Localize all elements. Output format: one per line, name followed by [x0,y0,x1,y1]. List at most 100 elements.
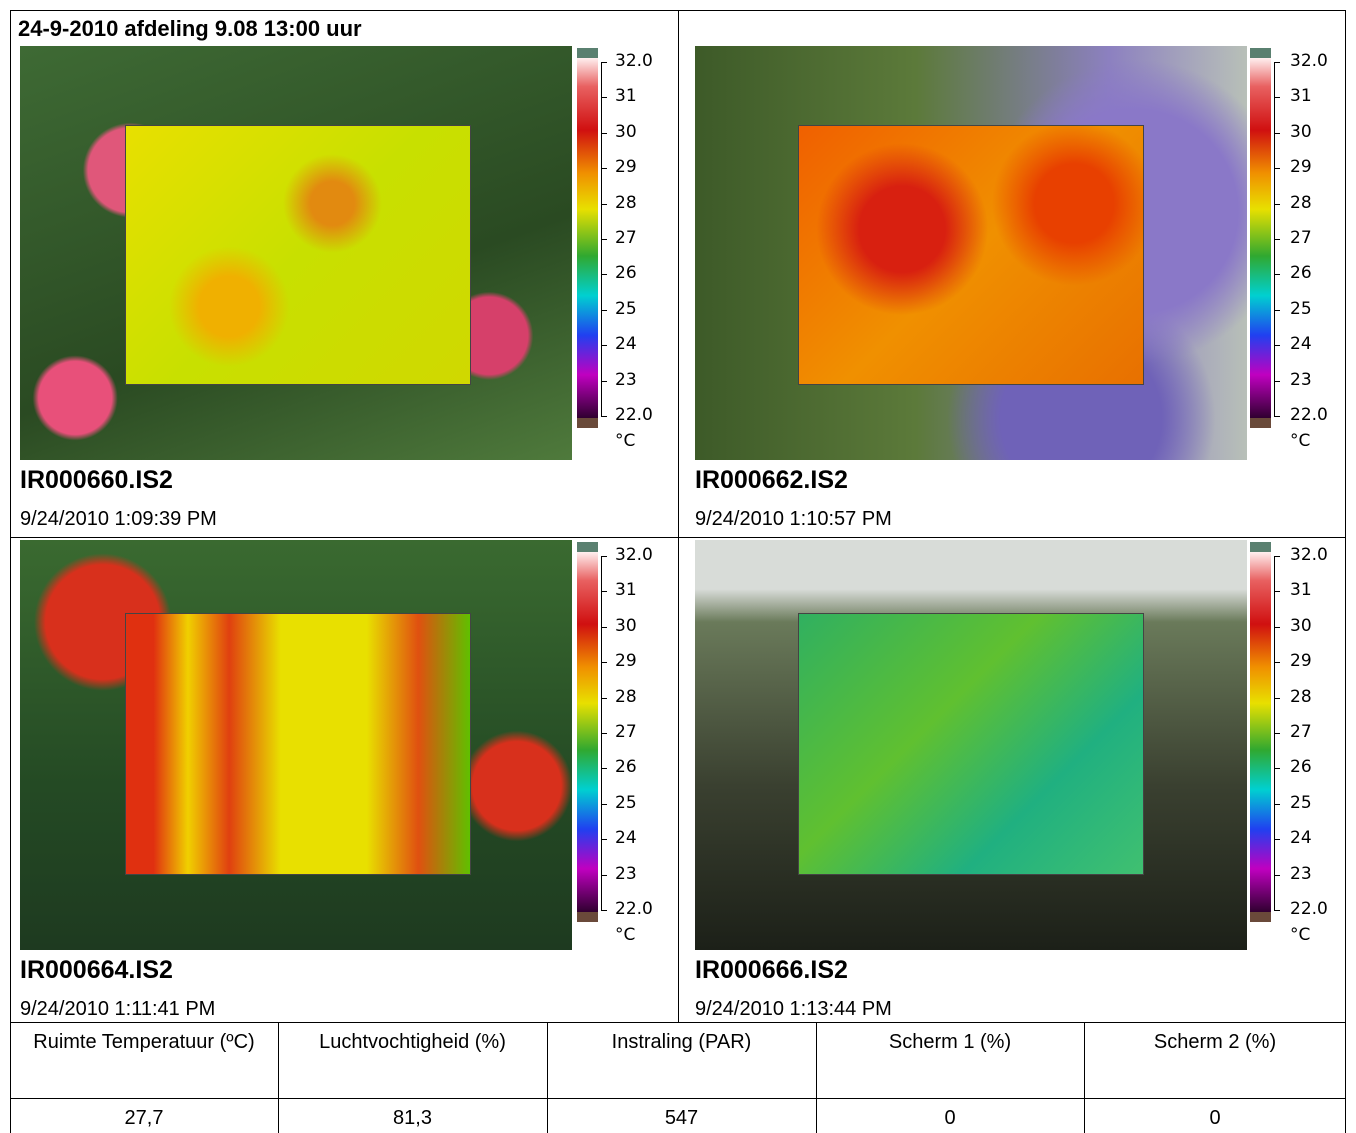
scale-tick-label: 22.0 [615,405,653,425]
scale-unit: °C [615,925,635,945]
scale-tick-label: 27 [615,722,637,742]
scale-unit: °C [1290,925,1310,945]
scale-tick [1274,62,1280,63]
scale-tick [601,662,607,663]
scale-tick-label: 28 [615,687,637,707]
border [678,10,679,1022]
scale-tick [601,274,607,275]
border [10,1098,1346,1099]
file-name: IR000662.IS2 [695,466,848,495]
table-cell: 0 [1084,1100,1346,1133]
scale-tick-label: 22.0 [1290,405,1328,425]
scale-tick [1274,204,1280,205]
scale-tick [601,345,607,346]
scale-tick [1274,768,1280,769]
table-cell: 81,3 [278,1100,547,1133]
scale-tick [1274,804,1280,805]
scale-tick-label: 31 [1290,86,1312,106]
scale-tick [601,556,607,557]
scale-tick-label: 30 [1290,616,1312,636]
thermal-inset [798,613,1144,875]
scale-tick-label: 22.0 [615,899,653,919]
scale-tick [1274,345,1280,346]
scale-tick-label: 24 [615,828,637,848]
scale-tick [601,627,607,628]
thermal-inset [125,125,471,385]
border [10,10,11,1133]
scale-tick-label: 24 [1290,334,1312,354]
scale-cap [577,418,598,428]
scale-cap [1250,912,1271,922]
scale-unit: °C [615,431,635,451]
thermal-inset [798,125,1144,385]
scale-tick-label: 26 [615,263,637,283]
scale-tick [601,239,607,240]
scale-tick [1274,662,1280,663]
scale-tick-label: 29 [1290,651,1312,671]
date-time: 9/24/2010 1:13:44 PM [695,998,892,1021]
scale-tick-label: 24 [1290,828,1312,848]
scale-tick-label: 23 [615,370,637,390]
scale-tick [1274,839,1280,840]
scale-tick-label: 32.0 [615,545,653,565]
scale-cap [577,912,598,922]
scale-tick-label: 29 [1290,157,1312,177]
scale-cap [1250,48,1271,58]
date-time: 9/24/2010 1:09:39 PM [20,508,217,531]
scale-tick [1274,733,1280,734]
file-name: IR000660.IS2 [20,466,173,495]
scale-cap [577,48,598,58]
table-cell: 0 [816,1100,1084,1133]
scale-tick [1274,310,1280,311]
scale-tick-label: 28 [615,193,637,213]
scale-cap [1250,542,1271,552]
scale-tick [601,839,607,840]
scale-tick [1274,168,1280,169]
scale-tick-label: 28 [1290,687,1312,707]
scale-tick [1274,274,1280,275]
scale-tick [601,62,607,63]
scale-cap [577,542,598,552]
scale-tick [601,733,607,734]
scale-tick-label: 29 [615,651,637,671]
scale-tick-label: 32.0 [1290,545,1328,565]
scale-tick [601,133,607,134]
scale-tick-label: 22.0 [1290,899,1328,919]
color-scale [1250,58,1271,418]
scale-tick-label: 23 [1290,370,1312,390]
scale-tick [1274,875,1280,876]
date-time: 9/24/2010 1:11:41 PM [20,998,215,1021]
scale-tick [1274,627,1280,628]
scale-tick [1274,910,1280,911]
scale-tick [1274,133,1280,134]
report-title: 24-9-2010 afdeling 9.08 13:00 uur [18,16,362,42]
color-scale [577,552,598,912]
table-header: Scherm 2 (%) [1104,1024,1326,1060]
scale-tick-label: 25 [615,793,637,813]
scale-tick-label: 29 [615,157,637,177]
scale-tick [601,204,607,205]
scale-tick-label: 27 [1290,722,1312,742]
scale-tick [601,910,607,911]
scale-tick-label: 25 [615,299,637,319]
table-header: Scherm 1 (%) [836,1024,1064,1060]
scale-tick-label: 28 [1290,193,1312,213]
file-name: IR000666.IS2 [695,956,848,985]
scale-tick-label: 31 [1290,580,1312,600]
scale-tick-label: 25 [1290,793,1312,813]
scale-tick [601,168,607,169]
scale-tick-label: 32.0 [615,51,653,71]
scale-tick [601,698,607,699]
table-cell: 547 [547,1100,816,1133]
table-header: Ruimte Temperatuur (ºC) [30,1024,258,1060]
thermal-inset [125,613,471,875]
scale-tick [601,416,607,417]
scale-tick-label: 27 [615,228,637,248]
scale-tick [601,875,607,876]
scale-tick [601,804,607,805]
border [10,537,1346,538]
scale-tick-label: 32.0 [1290,51,1328,71]
scale-tick-label: 23 [1290,864,1312,884]
scale-tick-label: 26 [615,757,637,777]
scale-tick [601,381,607,382]
